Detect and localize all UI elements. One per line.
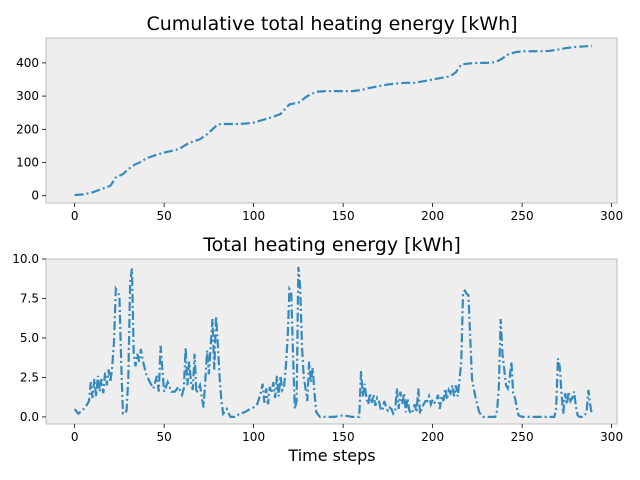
x-tick-label: 0 [71, 430, 79, 444]
x-tick-label: 150 [332, 430, 355, 444]
x-tick-label: 100 [242, 209, 265, 223]
chart-title: Total heating energy [kWh] [202, 234, 461, 256]
series-line [74, 44, 592, 197]
series-line [73, 266, 594, 418]
x-tick-label: 300 [600, 209, 623, 223]
x-tick-label: 50 [156, 209, 171, 223]
x-tick-label: 250 [511, 430, 534, 444]
cumulative-chart: Cumulative total heating energy [kWh] 0 5… [16, 13, 623, 223]
x-tick-label: 150 [332, 209, 355, 223]
y-tick-label: 100 [16, 155, 39, 169]
y-tick-label: 5.0 [20, 331, 39, 345]
plot-area [45, 37, 618, 204]
x-axis-label: Time steps [287, 446, 375, 465]
x-tick-label: 50 [156, 430, 171, 444]
x-tick-label: 200 [421, 430, 444, 444]
x-tick-label: 100 [242, 430, 265, 444]
x-tick-label: 300 [600, 430, 623, 444]
y-axis: 0.0 2.5 5.0 7.5 10.0 [12, 252, 46, 424]
plot-area [45, 258, 618, 425]
x-tick-label: 200 [421, 209, 444, 223]
x-tick-label: 0 [71, 209, 79, 223]
y-tick-label: 0.0 [20, 410, 39, 424]
x-axis: 0 50 100 150 200 250 300 [71, 203, 623, 223]
heating-energy-chart: Total heating energy [kWh] 0 50 100 150 200 2… [12, 234, 623, 465]
x-tick-label: 250 [511, 209, 534, 223]
y-axis: 0 100 200 300 400 [16, 56, 46, 203]
x-axis: 0 50 100 150 200 250 300 [71, 424, 623, 444]
y-tick-label: 200 [16, 122, 39, 136]
y-tick-label: 7.5 [20, 291, 39, 305]
y-tick-label: 10.0 [12, 252, 39, 266]
y-tick-label: 300 [16, 89, 39, 103]
y-tick-label: 0 [31, 189, 39, 203]
y-tick-label: 2.5 [20, 370, 39, 384]
chart-title: Cumulative total heating energy [kWh] [146, 13, 517, 35]
y-tick-label: 400 [16, 56, 39, 70]
